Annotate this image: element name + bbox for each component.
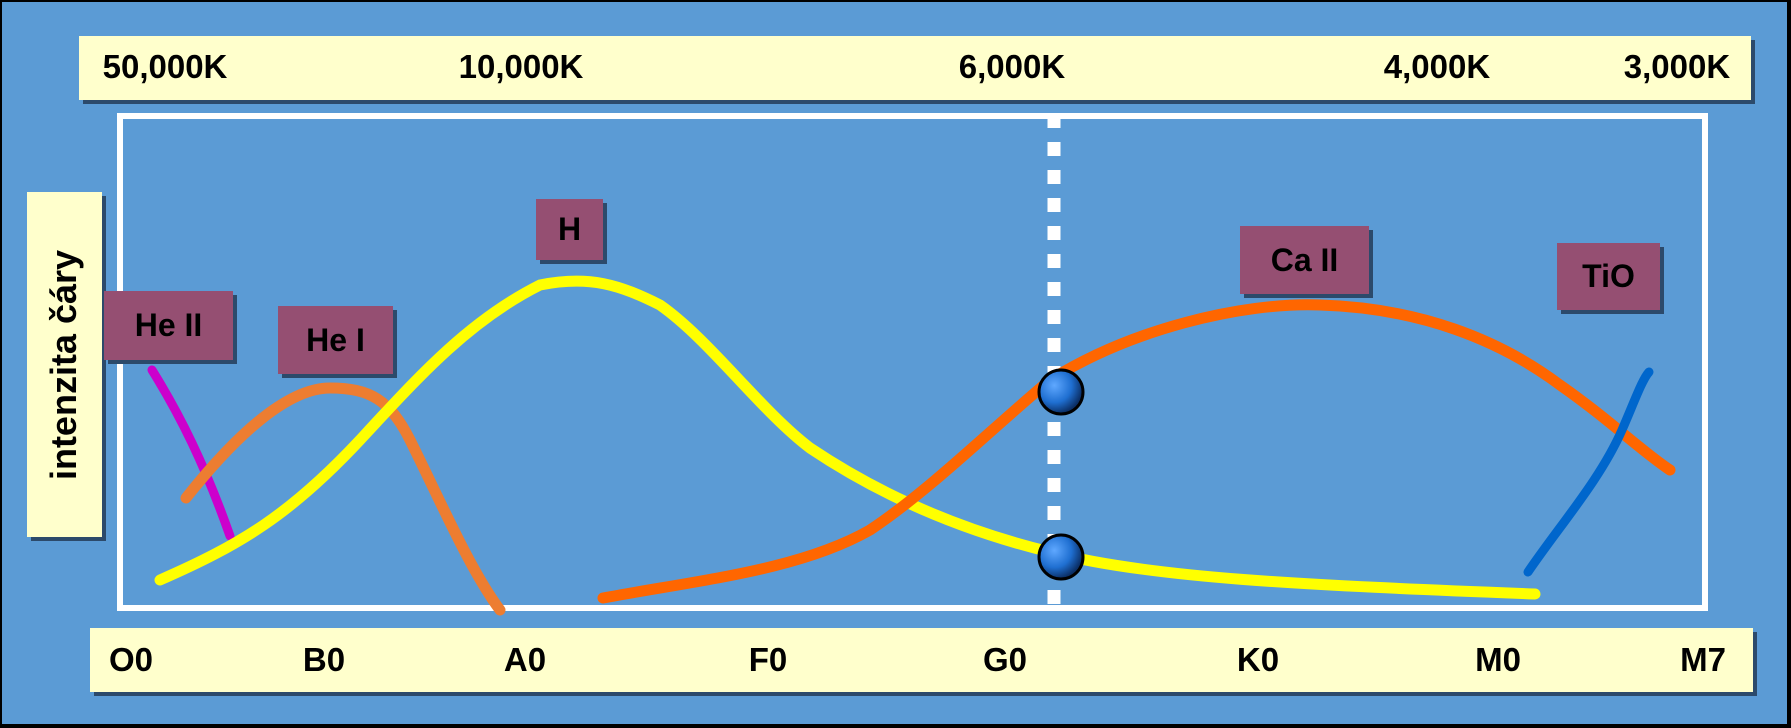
spectral-class-label: O0 bbox=[108, 641, 154, 678]
ca2-tag: Ca II bbox=[1240, 226, 1369, 294]
he2-tag: He II bbox=[104, 291, 233, 360]
spectral-class-label: K0 bbox=[1236, 641, 1280, 678]
he2-curve bbox=[147, 365, 235, 541]
h-g0-marker bbox=[1037, 533, 1085, 581]
spectral-class-label: G0 bbox=[982, 641, 1028, 678]
temperature-band bbox=[79, 36, 1751, 100]
temperature-label: 50,000K bbox=[102, 48, 228, 85]
he1-curve bbox=[180, 382, 506, 616]
ca2-curve bbox=[597, 299, 1676, 604]
temperature-label: 4,000K bbox=[1383, 48, 1491, 85]
h-curve bbox=[154, 275, 1541, 600]
tio-curve bbox=[1523, 367, 1654, 577]
chart-frame bbox=[117, 113, 1708, 611]
spectral-class-label: M7 bbox=[1680, 641, 1726, 678]
h-tag: H bbox=[536, 199, 603, 260]
spectral-class-label: M0 bbox=[1475, 641, 1521, 678]
temperature-label: 10,000K bbox=[458, 48, 584, 85]
temperature-label: 6,000K bbox=[958, 48, 1066, 85]
spectral-class-label: A0 bbox=[503, 641, 547, 678]
y-axis-label-box bbox=[27, 192, 102, 537]
he1-tag: He I bbox=[278, 306, 393, 374]
spectral-class-label: B0 bbox=[302, 641, 346, 678]
ca2-g0-marker bbox=[1037, 368, 1085, 416]
spectral-class-label: F0 bbox=[748, 641, 788, 678]
spectral-class-band bbox=[90, 628, 1753, 692]
tio-tag: TiO bbox=[1557, 243, 1660, 310]
temperature-label: 3,000K bbox=[1623, 48, 1731, 85]
